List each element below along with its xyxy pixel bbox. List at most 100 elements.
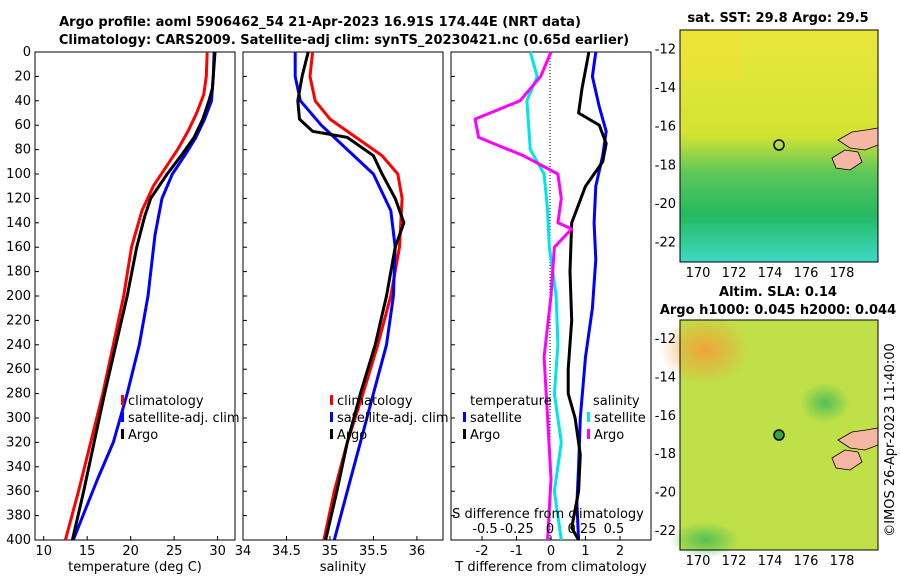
sst-warm-patch [680, 30, 740, 80]
map-y-tick-label: -22 [655, 524, 676, 539]
series-line-t-argo [566, 51, 608, 541]
x-tick-label: 35.5 [359, 544, 388, 559]
depth-tick-label: 40 [14, 94, 31, 109]
legend-swatch-t-satellite [463, 412, 466, 422]
sla-map-title: Altim. SLA: 0.14 [719, 285, 837, 300]
x-tick-label: 2 [616, 544, 624, 559]
argo-location-marker [773, 139, 785, 151]
map-y-tick-label: -18 [655, 447, 676, 462]
depth-tick-label: 400 [6, 533, 31, 548]
depth-tick-label: 200 [6, 289, 31, 304]
map-y-tick-label: -14 [655, 81, 676, 96]
map-x-tick-label: 176 [794, 266, 819, 281]
x-tick-label: 0 [547, 544, 555, 559]
legend-climatology: climatology [337, 394, 413, 409]
depth-tick-label: 280 [6, 387, 31, 402]
depth-tick-label: 120 [6, 191, 31, 206]
x-tick-label: 10 [35, 544, 52, 559]
depth-axis: 0 20 40 60 80 100 120 140 160 180 200 220 240 260 280 3… [6, 45, 455, 548]
depth-tick-label: 260 [6, 362, 31, 377]
sla-high-patch [660, 315, 750, 385]
legend-swatch-satellite [330, 412, 333, 422]
difference-xlabel: T difference from climatology [454, 560, 647, 575]
figure-title-line2: Climatology: CARS2009. Satellite-adj cli… [59, 33, 629, 48]
depth-tick-label: 60 [14, 118, 31, 133]
depth-tick-label: 160 [6, 240, 31, 255]
legend-argo: Argo [128, 428, 158, 443]
sla-map-frame [679, 319, 879, 551]
x-tick-label: 25 [166, 544, 183, 559]
difference-series [473, 51, 608, 541]
argo-location-marker [773, 429, 785, 441]
s-difference-label: S difference from climatology [452, 507, 644, 522]
temperature-xlabel: temperature (deg C) [68, 560, 202, 575]
figure-title-line1: Argo profile: aoml 5906462_54 21-Apr-202… [59, 15, 581, 30]
fiji-island-south [831, 149, 863, 171]
legend-swatch-s-argo [587, 429, 590, 439]
depth-tick-label: 140 [6, 216, 31, 231]
map-y-tick-label: -20 [655, 197, 676, 212]
series-line-climatology [63, 51, 209, 541]
x-tick-label: -1 [510, 544, 523, 559]
series-line-satellite-adj-clim [293, 52, 397, 541]
legend-temperature-title: temperature [470, 394, 552, 409]
series-line-argo [296, 51, 406, 541]
map-y-tick-label: -14 [655, 371, 676, 386]
map-y-tick-label: -22 [655, 236, 676, 251]
legend-s-argo: Argo [594, 428, 624, 443]
map-x-tick-label: 176 [794, 554, 819, 569]
legend-swatch-climatology [121, 395, 124, 405]
depth-tick-label: 180 [6, 265, 31, 280]
map-y-tick-label: -16 [655, 409, 676, 424]
series-line-s-argo [473, 51, 574, 541]
series-line-t-satellite [575, 51, 608, 541]
s-tick-label: 0 [546, 522, 554, 537]
sla-map-axes: 170 172 174 176 178 -12 -14 -16 -18 -20 -22 [655, 332, 855, 569]
map-y-tick-label: -12 [655, 332, 676, 347]
legend-salinity-title: salinity [593, 394, 640, 409]
map-x-tick-label: 178 [830, 266, 855, 281]
map-y-tick-label: -18 [655, 158, 676, 173]
temperature-legend: climatology satellite-adj. clim Argo [121, 394, 240, 443]
legend-s-satellite: satellite [594, 411, 646, 426]
x-axis-ticks: 10 15 20 25 30 34 34.5 35 35.5 36 -2 -1 0 1 2 [35, 536, 624, 559]
map-x-tick-label: 170 [686, 266, 711, 281]
salinity-legend: climatology satellite-adj. clim Argo [330, 394, 449, 443]
map-x-tick-label: 174 [758, 266, 783, 281]
legend-climatology: climatology [128, 394, 204, 409]
x-tick-label: 35 [322, 544, 339, 559]
sla-map [660, 315, 879, 558]
x-tick-label: 34.5 [272, 544, 301, 559]
salinity-xlabel: salinity [320, 560, 367, 575]
x-tick-label: 1 [581, 544, 589, 559]
x-tick-label: -2 [476, 544, 489, 559]
depth-tick-label: 20 [14, 69, 31, 84]
x-tick-label: 15 [79, 544, 96, 559]
temperature-series [63, 51, 217, 541]
sla-low-patch-1 [800, 383, 850, 423]
series-line-climatology [308, 51, 404, 541]
depth-tick-label: 240 [6, 338, 31, 353]
sla-low-patch-2 [670, 522, 740, 558]
series-line-s-satellite [525, 51, 563, 541]
series-line-satellite-adj-clim [71, 51, 216, 541]
difference-legend: temperature satellite Argo salinity sate… [463, 394, 646, 443]
legend-swatch-climatology [330, 395, 333, 405]
depth-tick-label: 340 [6, 460, 31, 475]
depth-tick-label: 360 [6, 484, 31, 499]
temperature-panel-frame [34, 51, 236, 541]
legend-swatch-s-satellite [587, 412, 590, 422]
legend-t-argo: Argo [470, 428, 500, 443]
legend-swatch-argo [121, 429, 124, 439]
depth-tick-label: 320 [6, 435, 31, 450]
depth-tick-label: 0 [23, 45, 31, 60]
s-difference-ticks: -0.5 -0.25 0 0.25 0.5 [472, 522, 624, 537]
s-tick-label: 0.5 [604, 522, 625, 537]
depth-tick-label: 100 [6, 167, 31, 182]
map-x-tick-label: 178 [830, 554, 855, 569]
map-y-tick-label: -12 [655, 42, 676, 57]
s-tick-label: -0.25 [500, 522, 534, 537]
depth-tick-label: 300 [6, 411, 31, 426]
x-tick-label: 34 [235, 544, 252, 559]
